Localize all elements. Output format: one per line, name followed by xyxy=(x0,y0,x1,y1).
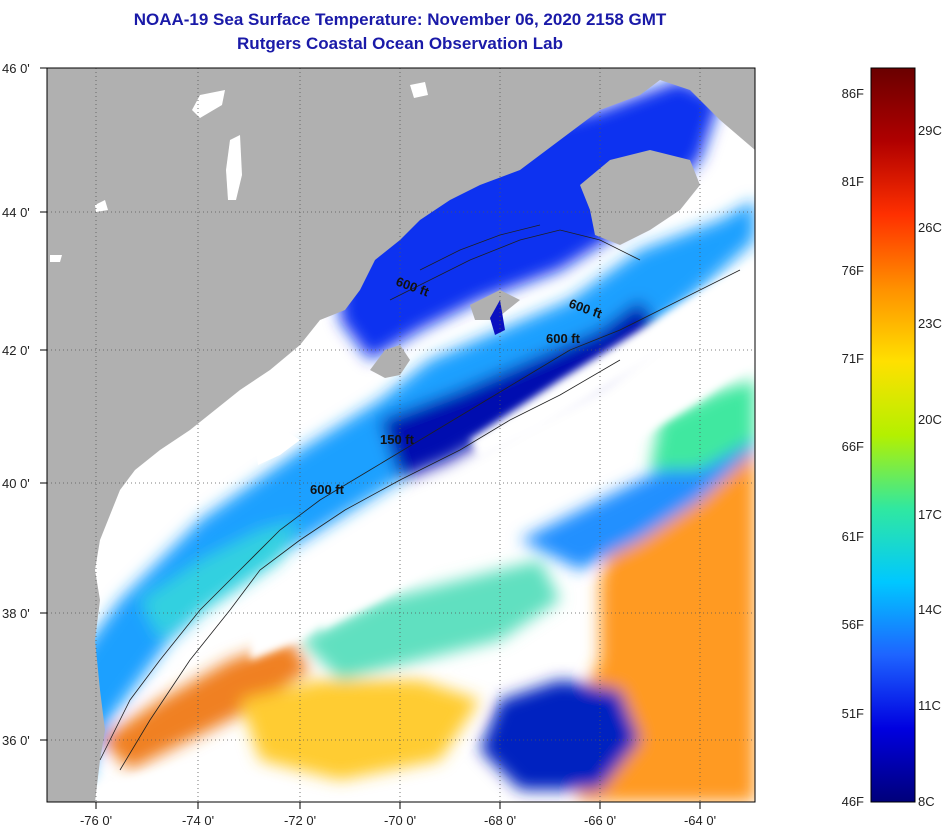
colorbar-c-label: 26C xyxy=(918,220,942,235)
lon-label: -68 0' xyxy=(484,813,516,828)
colorbar-f-label: 46F xyxy=(842,794,864,809)
colorbar: 86F 81F 76F 71F 66F 61F 56F 51F 46F 29C … xyxy=(842,67,942,809)
map-subtitle: Rutgers Coastal Ocean Observation Lab xyxy=(237,34,563,53)
colorbar-c-label: 29C xyxy=(918,123,942,138)
colorbar-c-label: 23C xyxy=(918,316,942,331)
map-area: 600 ft 600 ft 600 ft 150 ft 600 ft xyxy=(47,68,755,802)
contour-label: 600 ft xyxy=(310,482,345,497)
colorbar-f-label: 86F xyxy=(842,86,864,101)
lat-label: 38 0' xyxy=(2,606,30,621)
land xyxy=(47,68,755,802)
colorbar-f-label: 66F xyxy=(842,439,864,454)
colorbar-f-label: 76F xyxy=(842,263,864,278)
land-clouds xyxy=(50,82,428,465)
lat-label: 40 0' xyxy=(2,476,30,491)
lon-label: -74 0' xyxy=(182,813,214,828)
sst-field xyxy=(47,80,755,802)
colorbar-f-label: 81F xyxy=(842,174,864,189)
lat-label: 42 0' xyxy=(2,343,30,358)
lon-label: -72 0' xyxy=(284,813,316,828)
colorbar-f-label: 56F xyxy=(842,617,864,632)
lat-label: 46 0' xyxy=(2,61,30,76)
lat-label: 36 0' xyxy=(2,733,30,748)
map-frame xyxy=(46,67,756,803)
bathymetry-contours xyxy=(99,224,741,771)
colorbar-f-label: 61F xyxy=(842,529,864,544)
contour-label: 150 ft xyxy=(380,432,415,447)
colorbar-c-label: 14C xyxy=(918,602,942,617)
lon-label: -70 0' xyxy=(384,813,416,828)
colorbar-gradient xyxy=(870,67,916,803)
lon-label: -66 0' xyxy=(584,813,616,828)
colorbar-c-label: 11C xyxy=(918,698,941,713)
colorbar-f-label: 71F xyxy=(842,351,864,366)
lon-label: -76 0' xyxy=(80,813,112,828)
colorbar-c-label: 17C xyxy=(918,507,942,522)
colorbar-c-label: 20C xyxy=(918,412,942,427)
colorbar-f-label: 51F xyxy=(842,706,864,721)
axis-ticks xyxy=(40,67,701,809)
lat-label: 44 0' xyxy=(2,205,30,220)
contour-label: 600 ft xyxy=(546,331,581,346)
lon-label: -64 0' xyxy=(684,813,716,828)
colorbar-c-label: 8C xyxy=(918,794,935,809)
map-title: NOAA-19 Sea Surface Temperature: Novembe… xyxy=(133,10,667,29)
